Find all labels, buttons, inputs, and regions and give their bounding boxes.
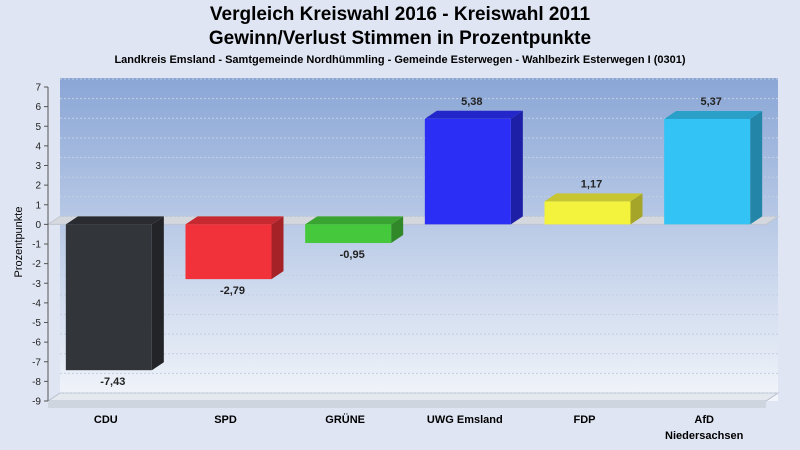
y-tick-label: -1 [32,240,41,251]
y-tick-label: 3 [35,161,41,172]
x-tick-label: Niedersachsen [665,430,744,442]
bar-side [151,216,164,371]
bar-top [664,110,763,119]
y-tick-label: -7 [32,357,41,368]
x-tick-label: CDU [94,414,118,426]
bar-side [630,193,643,225]
plot-floor-edge [48,401,766,408]
y-tick-label: 4 [35,141,41,152]
bar-top [544,193,643,202]
x-tick-label: UWG Emsland [427,414,503,426]
y-tick-label: -4 [32,298,41,309]
bar-front [424,118,511,225]
y-tick-label: 6 [35,102,41,113]
plot-floor [46,392,780,402]
plot-back-wall [60,78,778,401]
data-label: 5,38 [461,96,482,108]
y-tick-label: -5 [32,318,41,329]
y-tick-label: -8 [32,377,41,388]
y-tick-label: 7 [35,83,41,94]
bar-side [510,110,523,225]
bar-top [305,216,404,225]
y-tick-label: 2 [35,181,41,192]
bar-top [65,216,164,225]
bar-front [544,201,631,225]
y-tick-label: -2 [32,259,41,270]
data-label: -7,43 [100,376,125,388]
y-axis-label: Prozentpunkte [13,207,25,278]
bar-fdp [544,193,643,225]
y-tick-label: 0 [35,220,41,231]
bar-grüne [305,216,404,244]
bar-uwg-emsland [424,110,523,225]
bar-front [664,118,751,225]
y-tick-label: -9 [32,397,41,408]
y-tick-label: -6 [32,338,41,349]
data-label: 1,17 [581,178,602,190]
bar-front [185,224,272,280]
bar-top [185,216,284,225]
y-tick-label: 5 [35,122,41,133]
bar-side [750,110,763,225]
bar-front [65,224,152,371]
y-tick-label: 1 [35,200,41,211]
data-label: -0,95 [340,249,365,261]
x-tick-label: AfD [694,414,714,426]
bar-afd-niedersachsen [664,110,763,225]
data-label: -2,79 [220,285,245,297]
bar-side [391,216,404,244]
chart-title: Vergleich Kreiswahl 2016 - Kreiswahl 201… [209,4,591,25]
bar-top [424,110,523,119]
bar-front [305,224,392,244]
data-label: 5,37 [700,96,721,108]
bar-cdu [65,216,164,371]
x-tick-label: FDP [574,414,596,426]
y-tick-label: -3 [32,279,41,290]
x-tick-label: SPD [214,414,237,426]
bar-side [271,216,284,280]
x-tick-label: GRÜNE [325,413,365,426]
bar-spd [185,216,284,280]
chart-subtitle: Landkreis Emsland - Samtgemeinde Nordhüm… [114,54,686,66]
chart-title-line-2: Gewinn/Verlust Stimmen in Prozentpunkte [208,28,592,49]
